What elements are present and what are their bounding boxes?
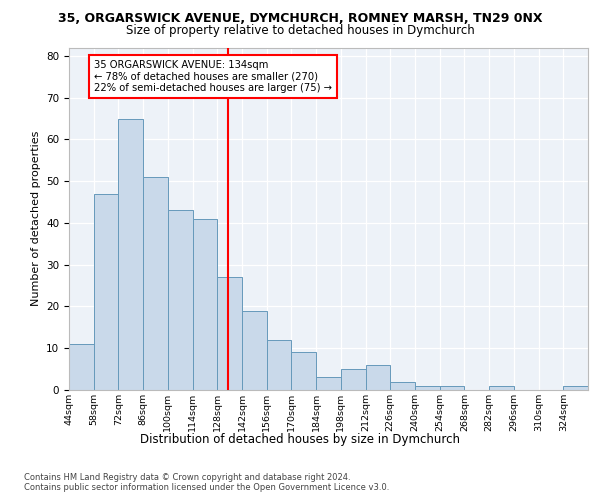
Bar [365, 365, 390, 390]
Bar [341, 369, 365, 390]
Text: 35, ORGARSWICK AVENUE, DYMCHURCH, ROMNEY MARSH, TN29 0NX: 35, ORGARSWICK AVENUE, DYMCHURCH, ROMNEY… [58, 12, 542, 26]
Bar [563, 386, 588, 390]
Bar [292, 352, 316, 390]
Text: Contains public sector information licensed under the Open Government Licence v3: Contains public sector information licen… [24, 484, 389, 492]
Bar [316, 378, 341, 390]
Bar [118, 118, 143, 390]
Y-axis label: Number of detached properties: Number of detached properties [31, 131, 41, 306]
Bar [69, 344, 94, 390]
Bar [217, 277, 242, 390]
Bar [168, 210, 193, 390]
Bar [94, 194, 118, 390]
Bar [193, 219, 217, 390]
Text: Distribution of detached houses by size in Dymchurch: Distribution of detached houses by size … [140, 432, 460, 446]
Text: Size of property relative to detached houses in Dymchurch: Size of property relative to detached ho… [125, 24, 475, 37]
Bar [440, 386, 464, 390]
Bar [242, 310, 267, 390]
Bar [143, 177, 168, 390]
Bar [267, 340, 292, 390]
Bar [489, 386, 514, 390]
Bar [390, 382, 415, 390]
Text: Contains HM Land Registry data © Crown copyright and database right 2024.: Contains HM Land Registry data © Crown c… [24, 472, 350, 482]
Text: 35 ORGARSWICK AVENUE: 134sqm
← 78% of detached houses are smaller (270)
22% of s: 35 ORGARSWICK AVENUE: 134sqm ← 78% of de… [94, 60, 332, 93]
Bar [415, 386, 440, 390]
